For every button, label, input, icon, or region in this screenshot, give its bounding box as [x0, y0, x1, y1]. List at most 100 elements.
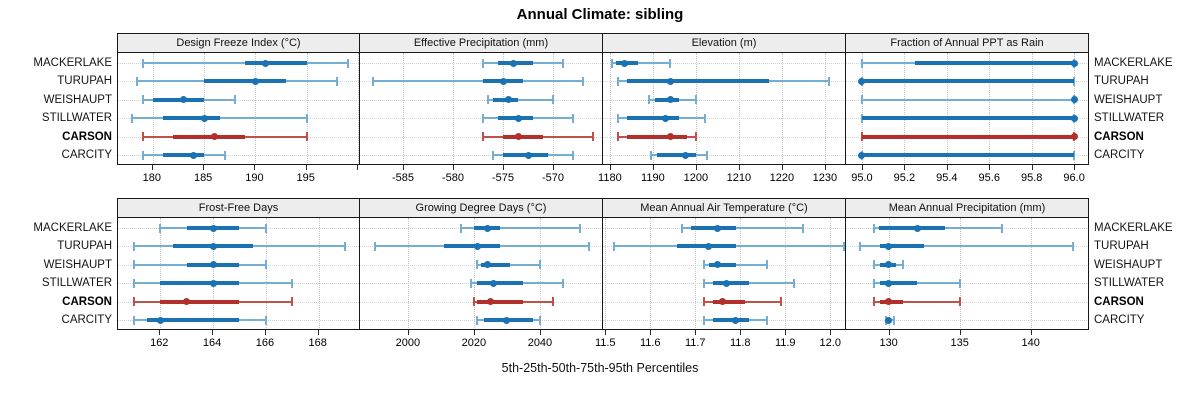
axis-tick-label: 95.8	[1020, 172, 1043, 184]
median-dot	[490, 279, 498, 287]
station-label-right: TURUPAH	[1094, 240, 1149, 253]
axis-tick	[1030, 330, 1032, 335]
axis-tick-label: 95.2	[893, 172, 916, 184]
whisker-cap	[291, 278, 294, 288]
axis-tick	[403, 165, 404, 170]
iqr-bar	[477, 281, 524, 286]
whisker-cap	[703, 297, 706, 307]
iqr-bar	[880, 281, 918, 286]
panel-plot	[360, 53, 603, 165]
station-label-left: WEISHAUPT	[43, 258, 112, 271]
gridline	[603, 99, 845, 101]
whisker-cap	[680, 223, 683, 233]
axis-tick-label: 1210	[726, 172, 752, 184]
whisker-cap	[588, 241, 591, 251]
median-dot	[156, 316, 164, 324]
whisker-line	[704, 263, 768, 266]
station-label-right: CARCITY	[1094, 149, 1145, 161]
median-dot	[483, 261, 491, 269]
gridline	[603, 155, 845, 156]
whisker-cap	[578, 223, 581, 233]
gridline	[473, 218, 475, 329]
panel-strip-title: Mean Annual Precipitation (mm)	[846, 198, 1089, 218]
axis-tick-label: 185	[193, 172, 213, 184]
gridline	[213, 218, 215, 329]
iqr-bar	[444, 244, 501, 249]
median-dot	[1070, 59, 1078, 67]
whisker-cap	[264, 260, 267, 270]
whisker-cap	[617, 113, 620, 123]
whisker-cap	[802, 223, 805, 233]
gridline	[861, 53, 863, 164]
median-dot	[524, 151, 532, 159]
median-dot	[885, 279, 893, 287]
whisker-line	[860, 245, 1074, 248]
whisker-cap	[694, 132, 697, 142]
whisker-line	[861, 98, 1075, 101]
axis-tick-label: -585	[391, 172, 415, 184]
median-dot	[885, 261, 893, 269]
axis-tick	[264, 330, 266, 335]
gridline	[503, 53, 504, 164]
axis-tick-label: 11.8	[729, 337, 751, 349]
median-dot	[885, 298, 893, 306]
axis-tick	[652, 165, 654, 170]
whisker-cap	[487, 95, 489, 105]
whisker-cap	[132, 278, 135, 288]
median-dot	[514, 114, 522, 122]
gridline	[539, 218, 541, 329]
axis-tick-label: 164	[202, 337, 222, 349]
whisker-cap	[472, 297, 475, 307]
gridline	[152, 53, 154, 164]
median-dot	[714, 224, 722, 232]
whisker-cap	[873, 260, 876, 270]
median-dot	[499, 77, 507, 85]
axis-tick-label: 190	[245, 172, 264, 184]
median-dot	[509, 59, 517, 67]
whisker-cap	[223, 150, 226, 160]
whisker-cap	[552, 95, 554, 105]
whisker-cap	[336, 76, 339, 86]
whisker-cap	[482, 132, 484, 142]
axis-tick-label: 96.0	[1063, 172, 1085, 184]
whisker-cap	[613, 241, 616, 251]
whisker-cap	[647, 95, 650, 105]
iqr-bar	[914, 61, 1075, 65]
median-dot	[190, 151, 198, 159]
whisker-cap	[538, 260, 541, 270]
whisker-cap	[669, 58, 672, 68]
gridline	[695, 218, 697, 329]
iqr-bar	[163, 153, 205, 157]
axis-tick-label: 11.7	[684, 337, 706, 349]
whisker-cap	[159, 223, 162, 233]
axis-tick	[695, 165, 697, 170]
axis-tick	[738, 165, 740, 170]
whisker-cap	[958, 278, 961, 288]
axis-tick-label: 11.5	[594, 337, 616, 349]
median-dot	[718, 298, 726, 306]
axis-tick-label: 180	[142, 172, 162, 184]
whisker-cap	[1001, 223, 1004, 233]
axis-tick	[503, 165, 504, 170]
panel-plot	[603, 53, 846, 165]
median-dot	[662, 114, 670, 122]
iqr-bar	[627, 79, 769, 84]
panel-strip-title: Growing Degree Days (°C)	[360, 198, 603, 218]
panel-plot	[117, 53, 360, 165]
gridline	[904, 53, 906, 164]
whisker-cap	[264, 223, 267, 233]
axis-tick	[785, 330, 787, 335]
median-dot	[183, 298, 191, 306]
gridline	[160, 218, 162, 329]
median-dot	[251, 77, 259, 85]
station-label-right: STILLWATER	[1094, 112, 1165, 125]
median-dot	[714, 261, 722, 269]
gridline	[553, 53, 554, 164]
iqr-bar	[163, 116, 220, 121]
median-dot	[885, 316, 893, 324]
median-dot	[666, 133, 674, 141]
whisker-line	[373, 80, 583, 83]
axis-tick	[473, 330, 475, 335]
gridline	[360, 99, 602, 101]
gridline	[738, 53, 740, 164]
